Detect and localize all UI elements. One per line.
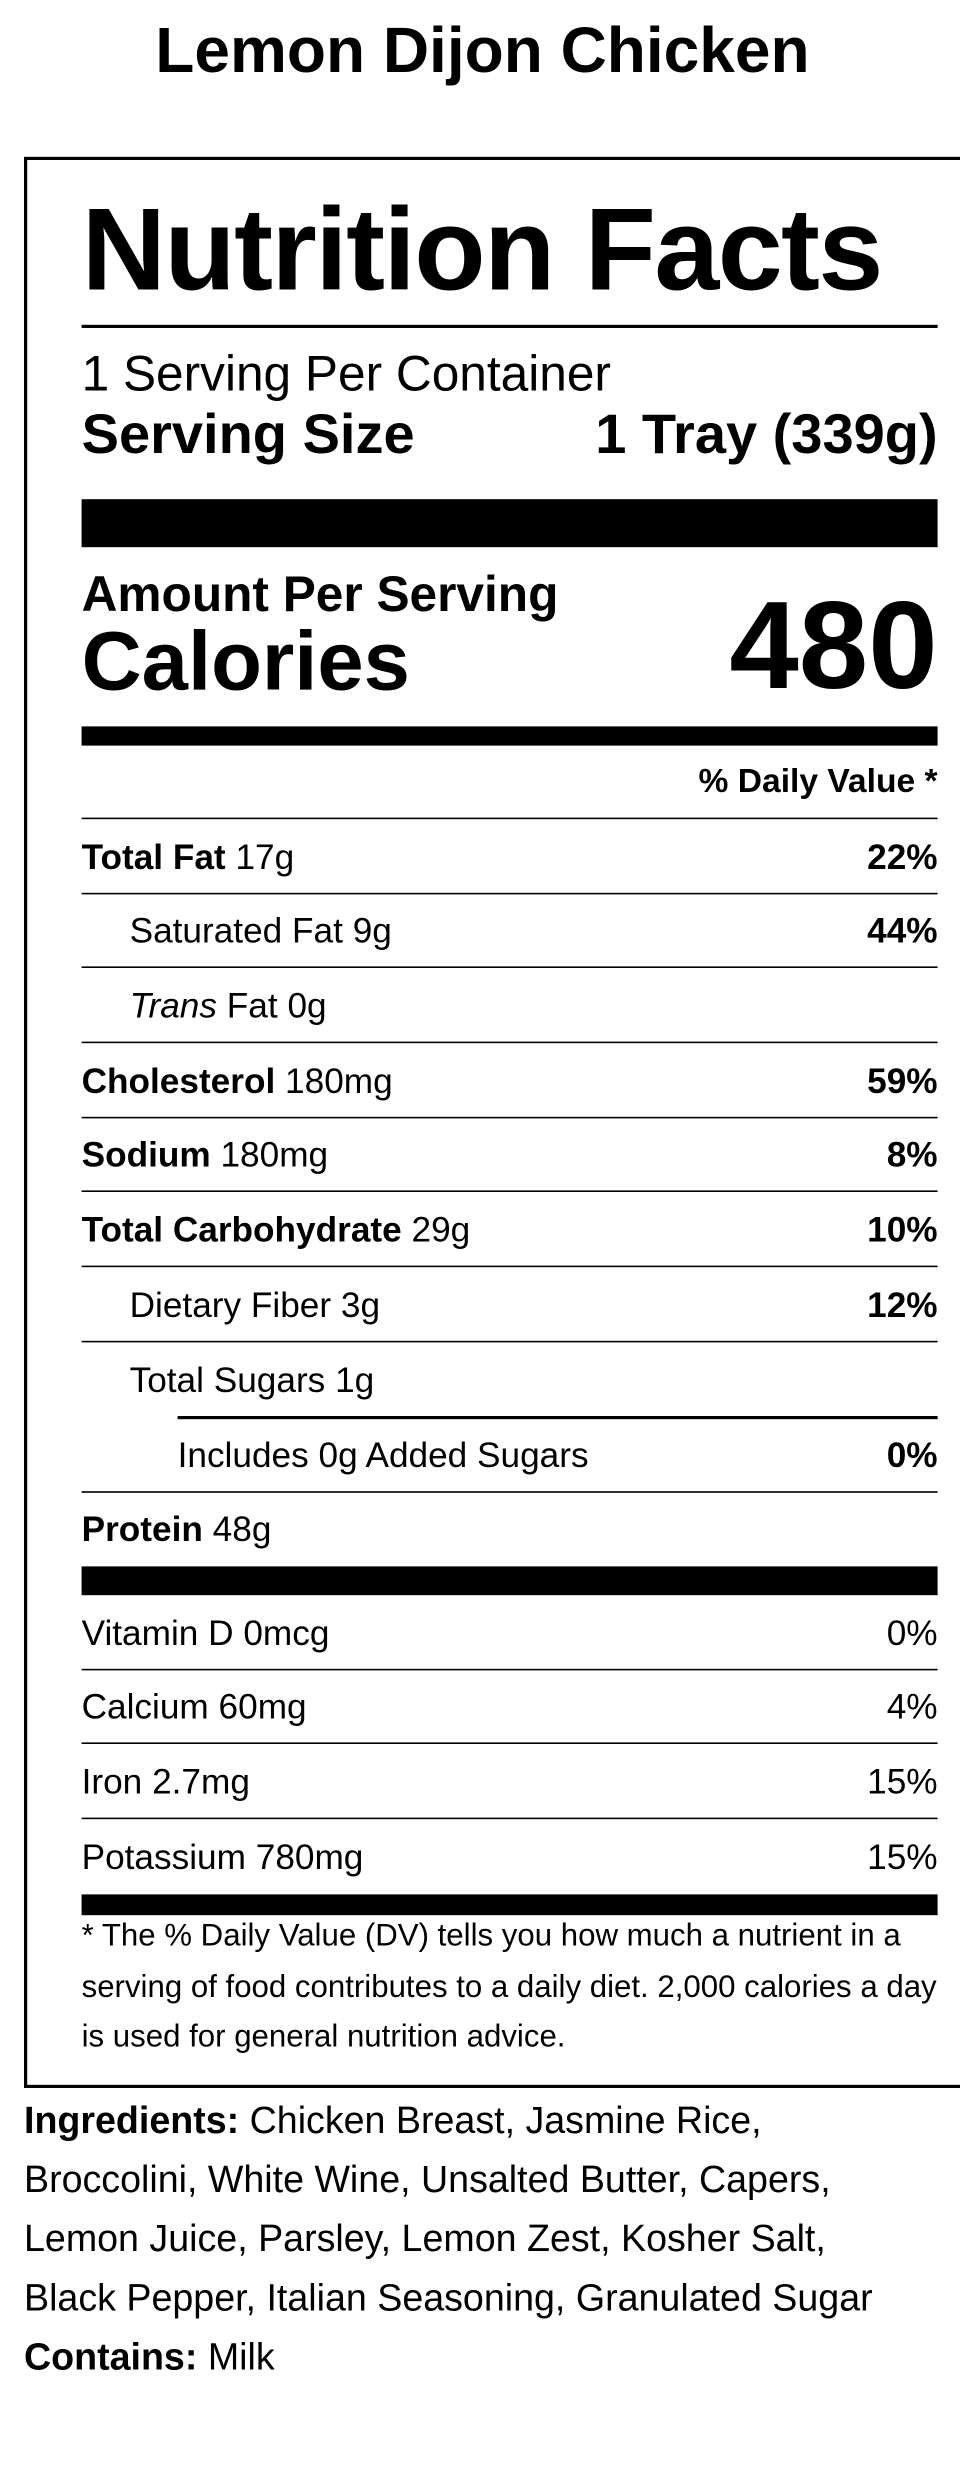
contains-label: Contains: [24,2336,198,2378]
vitamin-name: Calcium [81,1685,209,1726]
nutrient-amount: 9g [352,909,392,950]
vitamin-amount: 60mg [218,1685,307,1726]
nutrient-amount: 180mg [285,1060,393,1100]
nutrient-dv: 8% [886,1133,938,1174]
rule [81,324,938,328]
heading: Nutrition Facts [81,185,884,316]
ingredients-text: Chicken Breast, Jasmine Rice, Broccolini… [24,2099,873,2319]
nutrient-dv: 22% [867,836,938,876]
nutrient-name: Includes 0g Added Sugars [177,1434,589,1475]
dv-header: % Daily Value * [81,746,938,820]
nutrient-name: Dietary Fiber [129,1284,332,1324]
medium-bar [81,726,938,746]
vitamin-amount: 0mcg [243,1612,330,1652]
vitamin-dv: 15% [867,1836,938,1877]
nutrient-name: Protein [81,1508,203,1549]
nutrient-row: Cholesterol 180mg 59% [81,1045,938,1119]
nutrient-dv: 0% [886,1434,938,1475]
nutrient-amount: 1g [335,1360,375,1400]
nutrient-row: Dietary Fiber 3g 12% [81,1269,938,1343]
nutrient-row: Total Fat 17g 22% [81,821,938,895]
nutrient-row: Total Carbohydrate 29g 10% [81,1194,938,1268]
nutrient-name: Saturated Fat [129,909,343,950]
serving-size-row: Serving Size 1 Tray (339g) [82,403,938,467]
calories-label: Calories [81,616,410,709]
vitamin-dv: 4% [886,1685,938,1726]
nutrient-row: Sodium 180mg 8% [81,1118,938,1192]
vitamin-dv: 0% [886,1612,938,1652]
nutrient-amount: 29g [411,1208,471,1249]
nutrient-name: Fat [226,984,278,1025]
nutrient-amount: 17g [235,836,295,876]
vitamin-row: Vitamin D 0mcg 0% [81,1597,938,1671]
thick-bar [81,1566,938,1596]
dv-header-text: % Daily Value * [698,762,938,800]
nutrient-row: Total Sugars 1g [82,1344,938,1418]
vitamin-name: Potassium [81,1836,246,1877]
vitamin-row: Iron 2.7mg 15% [81,1746,938,1820]
nutrient-amount: 180mg [220,1133,329,1174]
nutrient-name: Total Sugars [129,1360,326,1400]
nutrient-dv: 12% [867,1284,938,1324]
servings: 1 Serving Per Container [81,345,611,402]
vitamin-row: Potassium 780mg 15% [82,1821,938,1895]
footnote: * The % Daily Value (DV) tells you how m… [81,1918,937,2055]
nutrient-name: Cholesterol [81,1060,276,1100]
nutrient-row: Protein 48g [82,1493,938,1567]
nutrient-dv: 10% [867,1208,938,1249]
nutrient-name: Total Fat [81,836,226,876]
vitamin-amount: 780mg [255,1836,364,1877]
nutrient-row: Saturated Fat 9g 44% [81,894,938,968]
vitamin-dv: 15% [867,1760,938,1801]
nutrient-dv: 59% [867,1060,938,1100]
nutrient-row: Trans Fat 0g [81,970,938,1044]
nutrient-dv: 44% [867,909,938,950]
nutrient-name: Total Carbohydrate [81,1208,402,1249]
contains-text: Milk [207,2336,275,2378]
vitamin-row: Calcium 60mg 4% [81,1670,938,1744]
vitamin-name: Vitamin D [81,1612,234,1652]
ingredients-label: Ingredients: [24,2099,240,2141]
nutrient-name-italic: Trans [129,984,217,1025]
nutrient-name: Sodium [81,1133,211,1174]
nutrition-label: Nutrition Facts 1 Serving Per Container … [24,156,960,2088]
thick-bar [81,499,938,548]
medium-bar [81,1894,938,1916]
nutrient-amount: 3g [340,1284,381,1324]
calories: 480 [729,574,938,716]
nutrient-amount: 0g [287,984,327,1025]
ingredients: Ingredients: Chicken Breast, Jasmine Ric… [24,2091,912,2387]
nutrient-amount: 48g [212,1508,272,1549]
amount-per-serving: Amount Per Serving [81,566,559,623]
vitamin-name: Iron [81,1760,143,1801]
serving-size: 1 Tray (339g) [595,403,938,466]
vitamin-amount: 2.7mg [152,1760,250,1801]
nutrient-row: Includes 0g Added Sugars 0% [81,1419,938,1493]
serving-size-label: Serving Size [81,403,415,466]
title: Lemon Dijon Chicken [155,16,810,87]
rule [177,1416,938,1419]
